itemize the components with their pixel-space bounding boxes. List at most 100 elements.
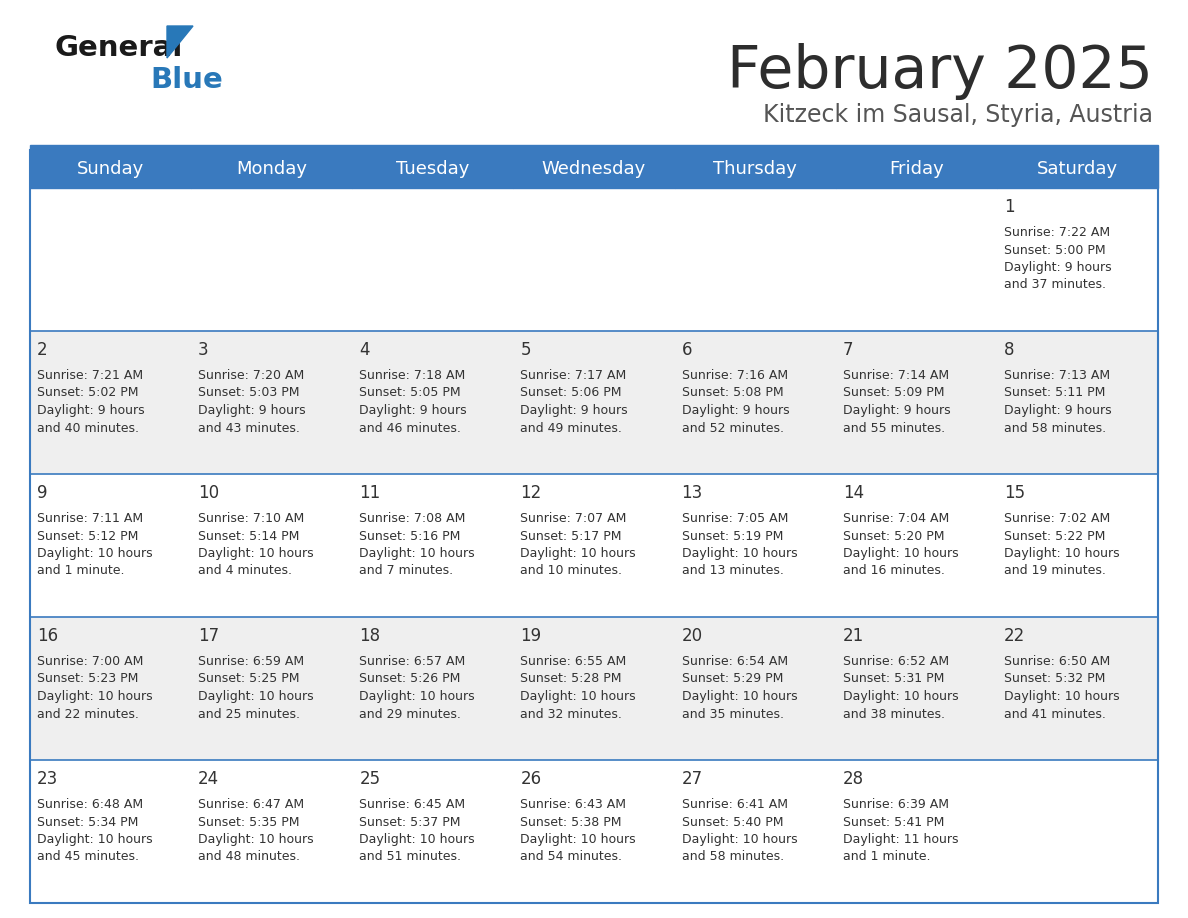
- Text: Sunrise: 7:04 AM: Sunrise: 7:04 AM: [842, 512, 949, 525]
- Bar: [353, 150, 513, 188]
- Text: Sunrise: 7:18 AM: Sunrise: 7:18 AM: [359, 369, 466, 382]
- Text: Sunset: 5:08 PM: Sunset: 5:08 PM: [682, 386, 783, 399]
- Bar: [513, 150, 675, 188]
- Text: and 16 minutes.: and 16 minutes.: [842, 565, 944, 577]
- Text: and 22 minutes.: and 22 minutes.: [37, 708, 139, 721]
- Polygon shape: [168, 26, 192, 58]
- Text: Sunset: 5:09 PM: Sunset: 5:09 PM: [842, 386, 944, 399]
- Text: Daylight: 10 hours: Daylight: 10 hours: [842, 547, 959, 560]
- Text: and 25 minutes.: and 25 minutes.: [198, 708, 301, 721]
- Text: Sunrise: 7:02 AM: Sunrise: 7:02 AM: [1004, 512, 1110, 525]
- Text: Wednesday: Wednesday: [542, 160, 646, 178]
- Bar: [30, 150, 1158, 903]
- Text: 21: 21: [842, 627, 864, 645]
- Text: and 19 minutes.: and 19 minutes.: [1004, 565, 1106, 577]
- Text: Daylight: 10 hours: Daylight: 10 hours: [682, 833, 797, 846]
- Text: Sunset: 5:11 PM: Sunset: 5:11 PM: [1004, 386, 1105, 399]
- Text: Sunrise: 6:54 AM: Sunrise: 6:54 AM: [682, 655, 788, 668]
- Text: and 45 minutes.: and 45 minutes.: [37, 850, 139, 864]
- Text: Sunset: 5:16 PM: Sunset: 5:16 PM: [359, 530, 461, 543]
- Text: Daylight: 9 hours: Daylight: 9 hours: [359, 404, 467, 417]
- Text: 2: 2: [37, 341, 48, 359]
- Bar: [30, 145, 1158, 150]
- Text: Sunrise: 7:22 AM: Sunrise: 7:22 AM: [1004, 226, 1110, 239]
- Text: and 58 minutes.: and 58 minutes.: [1004, 421, 1106, 434]
- Text: Sunset: 5:28 PM: Sunset: 5:28 PM: [520, 673, 623, 686]
- Text: 20: 20: [682, 627, 702, 645]
- Text: Sunrise: 7:08 AM: Sunrise: 7:08 AM: [359, 512, 466, 525]
- Text: 10: 10: [198, 484, 220, 502]
- Text: 9: 9: [37, 484, 48, 502]
- Text: and 48 minutes.: and 48 minutes.: [198, 850, 301, 864]
- Text: Daylight: 10 hours: Daylight: 10 hours: [1004, 547, 1119, 560]
- Text: and 43 minutes.: and 43 minutes.: [198, 421, 301, 434]
- Text: Sunset: 5:19 PM: Sunset: 5:19 PM: [682, 530, 783, 543]
- Bar: [30, 331, 1158, 474]
- Text: and 13 minutes.: and 13 minutes.: [682, 565, 783, 577]
- Text: Daylight: 10 hours: Daylight: 10 hours: [198, 547, 314, 560]
- Text: Daylight: 9 hours: Daylight: 9 hours: [1004, 404, 1112, 417]
- Text: Sunset: 5:06 PM: Sunset: 5:06 PM: [520, 386, 623, 399]
- Text: 18: 18: [359, 627, 380, 645]
- Text: Kitzeck im Sausal, Styria, Austria: Kitzeck im Sausal, Styria, Austria: [763, 103, 1154, 127]
- Text: 15: 15: [1004, 484, 1025, 502]
- Text: 5: 5: [520, 341, 531, 359]
- Text: Sunday: Sunday: [77, 160, 144, 178]
- Text: 26: 26: [520, 770, 542, 788]
- Text: Thursday: Thursday: [713, 160, 797, 178]
- Bar: [675, 150, 835, 188]
- Text: Sunrise: 7:20 AM: Sunrise: 7:20 AM: [198, 369, 304, 382]
- Text: and 1 minute.: and 1 minute.: [37, 565, 125, 577]
- Text: Sunset: 5:34 PM: Sunset: 5:34 PM: [37, 815, 138, 829]
- Text: Daylight: 10 hours: Daylight: 10 hours: [359, 690, 475, 703]
- Text: Sunrise: 6:59 AM: Sunrise: 6:59 AM: [198, 655, 304, 668]
- Text: Sunset: 5:14 PM: Sunset: 5:14 PM: [198, 530, 299, 543]
- Text: Sunset: 5:23 PM: Sunset: 5:23 PM: [37, 673, 138, 686]
- Bar: [997, 150, 1158, 188]
- Text: Daylight: 9 hours: Daylight: 9 hours: [842, 404, 950, 417]
- Text: Sunrise: 7:10 AM: Sunrise: 7:10 AM: [198, 512, 304, 525]
- Text: Daylight: 10 hours: Daylight: 10 hours: [198, 833, 314, 846]
- Bar: [30, 760, 1158, 903]
- Text: Sunrise: 6:55 AM: Sunrise: 6:55 AM: [520, 655, 627, 668]
- Text: Sunset: 5:02 PM: Sunset: 5:02 PM: [37, 386, 139, 399]
- Text: Sunset: 5:26 PM: Sunset: 5:26 PM: [359, 673, 461, 686]
- Text: Sunset: 5:29 PM: Sunset: 5:29 PM: [682, 673, 783, 686]
- Bar: [30, 617, 1158, 760]
- Text: Sunrise: 7:05 AM: Sunrise: 7:05 AM: [682, 512, 788, 525]
- Text: Sunrise: 7:00 AM: Sunrise: 7:00 AM: [37, 655, 144, 668]
- Text: Daylight: 10 hours: Daylight: 10 hours: [198, 690, 314, 703]
- Text: 27: 27: [682, 770, 702, 788]
- Text: General: General: [55, 34, 183, 62]
- Text: Monday: Monday: [236, 160, 308, 178]
- Text: 14: 14: [842, 484, 864, 502]
- Text: Sunset: 5:12 PM: Sunset: 5:12 PM: [37, 530, 138, 543]
- Text: Daylight: 10 hours: Daylight: 10 hours: [37, 547, 152, 560]
- Text: and 41 minutes.: and 41 minutes.: [1004, 708, 1106, 721]
- Text: Sunrise: 6:50 AM: Sunrise: 6:50 AM: [1004, 655, 1110, 668]
- Text: Sunset: 5:05 PM: Sunset: 5:05 PM: [359, 386, 461, 399]
- Text: Tuesday: Tuesday: [396, 160, 469, 178]
- Text: 7: 7: [842, 341, 853, 359]
- Text: Daylight: 10 hours: Daylight: 10 hours: [520, 547, 636, 560]
- Text: Daylight: 9 hours: Daylight: 9 hours: [1004, 261, 1112, 274]
- Text: 8: 8: [1004, 341, 1015, 359]
- Bar: [191, 150, 353, 188]
- Text: Daylight: 10 hours: Daylight: 10 hours: [520, 690, 636, 703]
- Text: and 32 minutes.: and 32 minutes.: [520, 708, 623, 721]
- Text: Daylight: 11 hours: Daylight: 11 hours: [842, 833, 959, 846]
- Text: 24: 24: [198, 770, 220, 788]
- Text: Blue: Blue: [150, 66, 223, 94]
- Text: and 40 minutes.: and 40 minutes.: [37, 421, 139, 434]
- Text: and 51 minutes.: and 51 minutes.: [359, 850, 461, 864]
- Text: Sunset: 5:35 PM: Sunset: 5:35 PM: [198, 815, 299, 829]
- Text: and 35 minutes.: and 35 minutes.: [682, 708, 784, 721]
- Text: Sunrise: 6:41 AM: Sunrise: 6:41 AM: [682, 798, 788, 811]
- Text: Sunrise: 6:57 AM: Sunrise: 6:57 AM: [359, 655, 466, 668]
- Text: Sunset: 5:03 PM: Sunset: 5:03 PM: [198, 386, 299, 399]
- Text: Sunset: 5:17 PM: Sunset: 5:17 PM: [520, 530, 623, 543]
- Text: 22: 22: [1004, 627, 1025, 645]
- Text: Daylight: 10 hours: Daylight: 10 hours: [359, 833, 475, 846]
- Bar: [30, 474, 1158, 617]
- Text: and 54 minutes.: and 54 minutes.: [520, 850, 623, 864]
